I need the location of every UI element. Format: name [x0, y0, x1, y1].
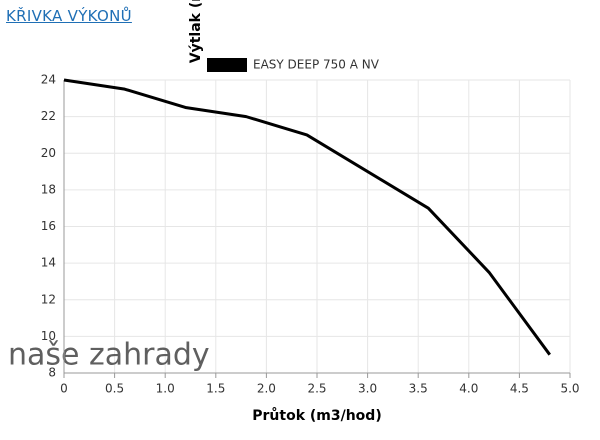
y-tick-label: 8: [48, 366, 56, 380]
x-tick-label: 4.5: [510, 382, 529, 396]
x-tick-label: 2.0: [257, 382, 276, 396]
watermark: naše zahrady: [8, 338, 210, 373]
y-tick-label: 20: [41, 146, 56, 160]
y-tick-label: 18: [41, 182, 56, 196]
x-tick-label: 3.0: [358, 382, 377, 396]
y-tick-label: 22: [41, 109, 56, 123]
x-tick-label: 1.0: [156, 382, 175, 396]
y-tick-label: 24: [41, 73, 56, 87]
x-tick-label: 4.0: [459, 382, 478, 396]
x-tick-label: 0.5: [105, 382, 124, 396]
x-tick-label: 1.5: [206, 382, 225, 396]
section-link[interactable]: KŘIVKA VÝKONŮ: [6, 7, 132, 25]
x-tick-label: 5.0: [560, 382, 579, 396]
x-tick-label: 2.5: [307, 382, 326, 396]
y-tick-label: 14: [41, 256, 56, 270]
y-axis-label: Výtlak (m): [188, 0, 204, 63]
y-tick-label: 12: [41, 292, 56, 306]
y-tick-label: 16: [41, 219, 56, 233]
x-axis-label: Průtok (m3/hod): [252, 407, 381, 424]
legend-label: EASY DEEP 750 A NV: [253, 58, 380, 72]
legend-swatch: [207, 58, 247, 72]
y-tick-label: 10: [41, 329, 56, 343]
x-tick-label: 0: [60, 382, 68, 396]
x-tick-label: 3.5: [409, 382, 428, 396]
series-line: [63, 78, 551, 356]
